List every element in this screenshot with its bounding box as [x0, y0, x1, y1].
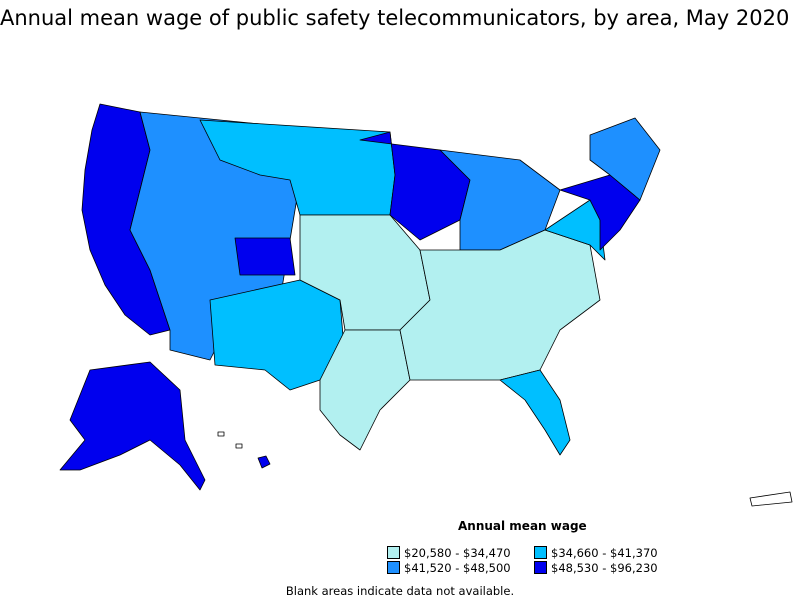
legend-item-2: $34,660 - $41,370 [534, 546, 658, 560]
region-hawaii-islands [217, 431, 243, 449]
footnote: Blank areas indicate data not available. [285, 584, 515, 598]
region-puerto-rico [749, 491, 793, 507]
region-texas-gulf [319, 329, 411, 451]
legend-label-3: $41,520 - $48,500 [404, 561, 511, 575]
region-colorado [234, 237, 296, 276]
region-florida [499, 369, 571, 456]
chart-title: Annual mean wage of public safety teleco… [0, 6, 790, 30]
region-southeast [399, 229, 601, 381]
legend-item-1: $20,580 - $34,470 [387, 546, 511, 560]
legend-item-3: $41,520 - $48,500 [387, 561, 511, 575]
legend-swatch-2 [534, 546, 547, 559]
region-hawaii [257, 455, 271, 469]
legend-label-2: $34,660 - $41,370 [551, 546, 658, 560]
us-wage-map [59, 103, 793, 507]
legend-item-4: $48,530 - $96,230 [534, 561, 658, 575]
legend-title: Annual mean wage [458, 519, 587, 533]
legend-swatch-3 [387, 561, 400, 574]
legend-swatch-1 [387, 546, 400, 559]
legend-swatch-4 [534, 561, 547, 574]
legend-label-1: $20,580 - $34,470 [404, 546, 511, 560]
region-new-england [589, 117, 661, 201]
legend-label-4: $48,530 - $96,230 [551, 561, 658, 575]
region-alaska [59, 361, 206, 491]
